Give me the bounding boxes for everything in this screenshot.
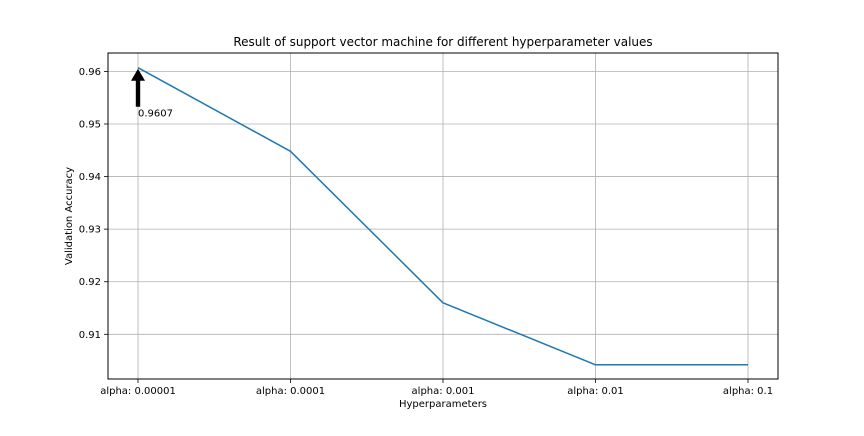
x-tick-label: alpha: 0.1 bbox=[723, 386, 773, 397]
y-axis-label: Validation Accuracy bbox=[64, 167, 75, 265]
annotation-label: 0.9607 bbox=[138, 109, 173, 120]
x-axis: alpha: 0.00001 alpha: 0.0001 alpha: 0.001 a… bbox=[100, 379, 773, 397]
series-layer bbox=[137, 67, 748, 366]
y-tick-label: 0.92 bbox=[79, 277, 101, 288]
y-tick-label: 0.95 bbox=[79, 119, 101, 130]
y-axis: 0.91 0.92 0.93 0.94 0.95 0.96 bbox=[79, 67, 108, 341]
y-tick-label: 0.94 bbox=[79, 172, 101, 183]
chart-title: Result of support vector machine for dif… bbox=[233, 35, 652, 49]
x-axis-label: Hyperparameters bbox=[399, 399, 487, 410]
y-tick-label: 0.91 bbox=[79, 330, 101, 341]
x-tick-label: alpha: 0.001 bbox=[412, 386, 475, 397]
x-tick-label: alpha: 0.01 bbox=[567, 386, 624, 397]
grid-lines bbox=[108, 53, 778, 379]
y-tick-label: 0.93 bbox=[79, 225, 101, 236]
series-line bbox=[137, 67, 748, 366]
x-tick-label: alpha: 0.00001 bbox=[100, 386, 176, 397]
y-tick-label: 0.96 bbox=[79, 67, 101, 78]
annotation: 0.9607 bbox=[131, 68, 173, 120]
annotation-arrow-icon bbox=[131, 68, 145, 107]
x-tick-label: alpha: 0.0001 bbox=[256, 386, 325, 397]
